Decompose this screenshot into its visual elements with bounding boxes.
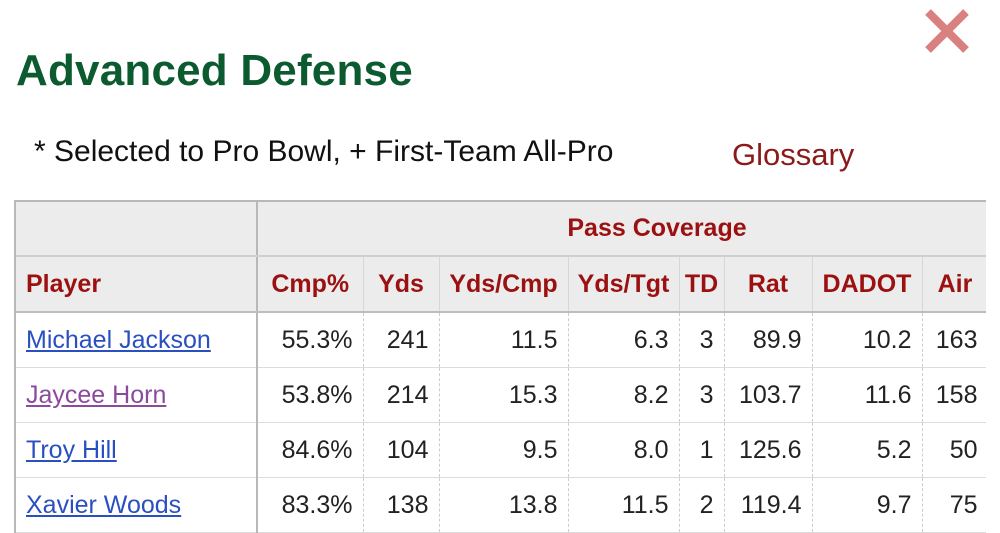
player-link-xavier-woods[interactable]: Xavier Woods: [26, 490, 182, 519]
cell-td: 3: [679, 312, 725, 368]
column-header-dadot[interactable]: DADOT: [812, 256, 923, 313]
cell-td: 3: [679, 367, 725, 423]
cell-dadot: 11.6: [812, 367, 923, 423]
award-legend: * Selected to Pro Bowl, + First-Team All…: [34, 135, 614, 168]
cell-cmp-pct: 83.3%: [257, 477, 364, 533]
player-cell: Troy Hill: [16, 422, 258, 478]
column-header-cmp-pct[interactable]: Cmp%: [257, 256, 364, 313]
cell-air: 50: [922, 422, 986, 478]
table-row: Jaycee Horn 53.8% 214 15.3 8.2 3 103.7 1…: [16, 367, 986, 423]
cell-yds: 214: [363, 367, 440, 423]
cell-rat: 103.7: [724, 367, 813, 423]
cell-rat: 119.4: [724, 477, 813, 533]
cell-rat: 125.6: [724, 422, 813, 478]
cell-yds-tgt: 8.0: [568, 422, 680, 478]
cell-air: 163: [922, 312, 986, 368]
page-title: Advanced Defense: [16, 46, 413, 95]
column-header-yds[interactable]: Yds: [363, 256, 440, 313]
cell-cmp-pct: 84.6%: [257, 422, 364, 478]
column-header-rat[interactable]: Rat: [724, 256, 813, 313]
player-cell: Michael Jackson: [16, 312, 258, 368]
cell-yds-cmp: 9.5: [439, 422, 569, 478]
cell-rat: 89.9: [724, 312, 813, 368]
cell-air: 75: [922, 477, 986, 533]
cell-yds-tgt: 8.2: [568, 367, 680, 423]
column-header-row: Player Cmp% Yds Yds/Cmp Yds/Tgt TD Rat D…: [16, 256, 986, 313]
cell-yds-tgt: 6.3: [568, 312, 680, 368]
cell-yds: 138: [363, 477, 440, 533]
cell-yds-cmp: 11.5: [439, 312, 569, 368]
table-row: Xavier Woods 83.3% 138 13.8 11.5 2 119.4…: [16, 477, 986, 533]
player-link-jaycee-horn[interactable]: Jaycee Horn: [26, 380, 167, 409]
cell-yds: 241: [363, 312, 440, 368]
cell-td: 2: [679, 477, 725, 533]
player-link-troy-hill[interactable]: Troy Hill: [26, 435, 117, 464]
group-header-row: Pass Coverage: [16, 202, 986, 257]
player-link-michael-jackson[interactable]: Michael Jackson: [26, 325, 211, 354]
table-row: Michael Jackson 55.3% 241 11.5 6.3 3 89.…: [16, 312, 986, 368]
cell-cmp-pct: 53.8%: [257, 367, 364, 423]
cell-air: 158: [922, 367, 986, 423]
cell-yds: 104: [363, 422, 440, 478]
close-button[interactable]: [922, 6, 972, 56]
table-row: Troy Hill 84.6% 104 9.5 8.0 1 125.6 5.2 …: [16, 422, 986, 478]
stats-table-container[interactable]: Pass Coverage Player Cmp% Yds Yds/Cmp Yd…: [14, 200, 986, 533]
cell-dadot: 10.2: [812, 312, 923, 368]
column-header-air[interactable]: Air: [922, 256, 986, 313]
player-cell: Jaycee Horn: [16, 367, 258, 423]
glossary-link[interactable]: Glossary: [732, 137, 855, 172]
cell-td: 1: [679, 422, 725, 478]
cell-yds-tgt: 11.5: [568, 477, 680, 533]
player-cell: Xavier Woods: [16, 477, 258, 533]
advanced-defense-table: Pass Coverage Player Cmp% Yds Yds/Cmp Yd…: [16, 202, 986, 533]
cell-cmp-pct: 55.3%: [257, 312, 364, 368]
close-icon: [925, 9, 969, 53]
column-header-td[interactable]: TD: [679, 256, 725, 313]
cell-yds-cmp: 13.8: [439, 477, 569, 533]
cell-dadot: 9.7: [812, 477, 923, 533]
group-header-blank: [16, 202, 258, 257]
column-header-yds-cmp[interactable]: Yds/Cmp: [439, 256, 569, 313]
column-header-player[interactable]: Player: [16, 256, 258, 313]
group-header-pass-coverage: Pass Coverage: [257, 202, 986, 257]
cell-yds-cmp: 15.3: [439, 367, 569, 423]
cell-dadot: 5.2: [812, 422, 923, 478]
column-header-yds-tgt[interactable]: Yds/Tgt: [568, 256, 680, 313]
